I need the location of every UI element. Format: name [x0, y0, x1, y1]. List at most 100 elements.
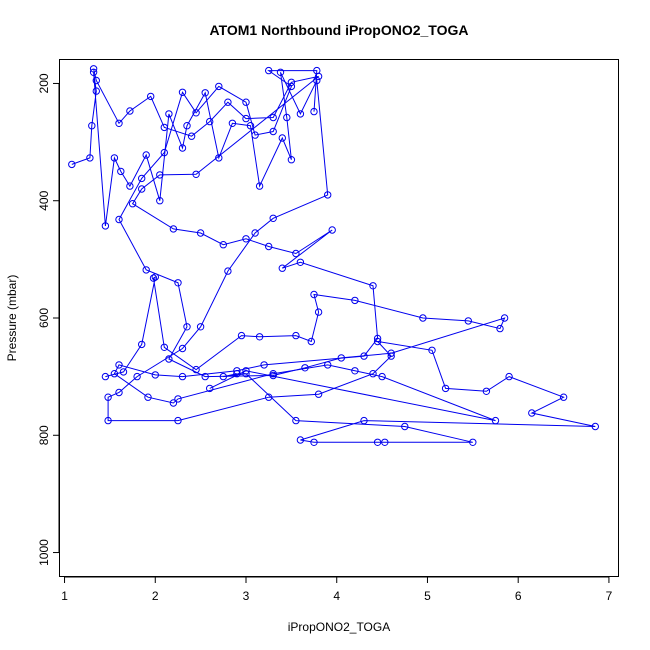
data-point: [156, 171, 164, 179]
data-point: [68, 160, 76, 169]
data-point: [528, 409, 536, 417]
data-point: [276, 68, 285, 77]
data-point: [138, 174, 146, 183]
data-point: [192, 109, 200, 117]
data-point: [369, 282, 377, 290]
y-tick-label: 1000: [37, 539, 51, 566]
data-point: [314, 308, 323, 316]
data-point: [482, 387, 491, 395]
data-point: [215, 154, 223, 162]
data-point: [115, 361, 123, 369]
data-point: [228, 119, 237, 128]
data-point: [86, 154, 94, 162]
x-tick-label: 1: [61, 589, 68, 603]
data-point: [206, 117, 214, 126]
data-point: [219, 241, 228, 249]
data-point: [469, 438, 477, 446]
data-point: [373, 334, 382, 343]
data-point: [419, 314, 427, 322]
data-point: [283, 113, 291, 122]
data-point: [119, 368, 128, 376]
x-axis: 1 2 3 4 5 6 7: [61, 576, 613, 603]
x-tick-label: 7: [606, 589, 613, 603]
data-point: [165, 355, 173, 363]
data-point: [147, 92, 155, 101]
y-axis-label: Pressure (mbar): [5, 275, 19, 362]
data-point: [351, 367, 359, 375]
data-point: [215, 82, 223, 91]
data-point: [160, 123, 169, 132]
plot-frame: [59, 59, 619, 577]
plot-area: [68, 65, 599, 446]
data-point: [160, 148, 169, 157]
data-point: [269, 127, 277, 136]
data-point: [296, 258, 305, 266]
data-point: [265, 242, 273, 251]
data-point: [237, 331, 246, 340]
data-point: [88, 122, 96, 130]
data-point: [292, 249, 300, 258]
data-point: [296, 110, 305, 118]
data-point: [314, 390, 323, 398]
data-point: [310, 290, 318, 299]
data-point: [441, 384, 450, 393]
data-point: [360, 416, 368, 425]
data-point: [224, 267, 232, 275]
data-point: [559, 393, 568, 401]
data-point: [401, 422, 409, 431]
data-point: [292, 416, 300, 425]
data-point: [292, 331, 300, 340]
data-point: [251, 229, 259, 237]
data-point: [92, 87, 101, 95]
data-point: [169, 399, 178, 407]
data-point: [178, 344, 187, 353]
data-point: [126, 107, 134, 115]
data-point: [287, 78, 296, 87]
data-point: [149, 274, 158, 282]
data-point: [92, 76, 101, 85]
series-line: [71, 72, 596, 443]
data-point: [156, 197, 164, 205]
y-tick-label: 600: [37, 308, 51, 328]
data-point: [496, 324, 504, 333]
x-tick-label: 6: [515, 589, 522, 603]
data-point: [242, 235, 250, 243]
data-point: [151, 273, 160, 281]
data-point: [246, 122, 255, 130]
data-point: [428, 346, 436, 354]
data-point: [178, 372, 187, 381]
data-point: [192, 170, 200, 179]
data-point: [373, 438, 382, 446]
data-point: [260, 361, 268, 369]
x-tick-label: 3: [243, 589, 250, 603]
data-point: [89, 65, 98, 73]
data-point: [387, 349, 395, 357]
data-point: [142, 151, 150, 159]
data-point: [378, 372, 386, 381]
data-point: [126, 182, 134, 190]
data-point: [265, 393, 273, 401]
data-point: [301, 364, 309, 372]
data-point: [174, 395, 182, 403]
data-point: [160, 343, 169, 351]
data-point: [324, 191, 332, 199]
data-point: [115, 388, 123, 397]
data-point: [278, 134, 286, 142]
data-point: [101, 222, 110, 230]
data-point: [138, 340, 146, 349]
data-point: [192, 365, 200, 374]
data-point: [169, 225, 178, 233]
series-line: [105, 70, 506, 378]
data-point: [265, 66, 273, 75]
data-point: [183, 323, 191, 331]
data-point: [242, 367, 250, 375]
data-point: [224, 98, 232, 106]
x-tick-label: 4: [333, 589, 340, 603]
series-2: [89, 65, 500, 425]
data-point: [505, 372, 513, 381]
y-tick-label: 200: [37, 73, 51, 93]
data-point: [201, 372, 209, 381]
data-point: [138, 185, 146, 193]
